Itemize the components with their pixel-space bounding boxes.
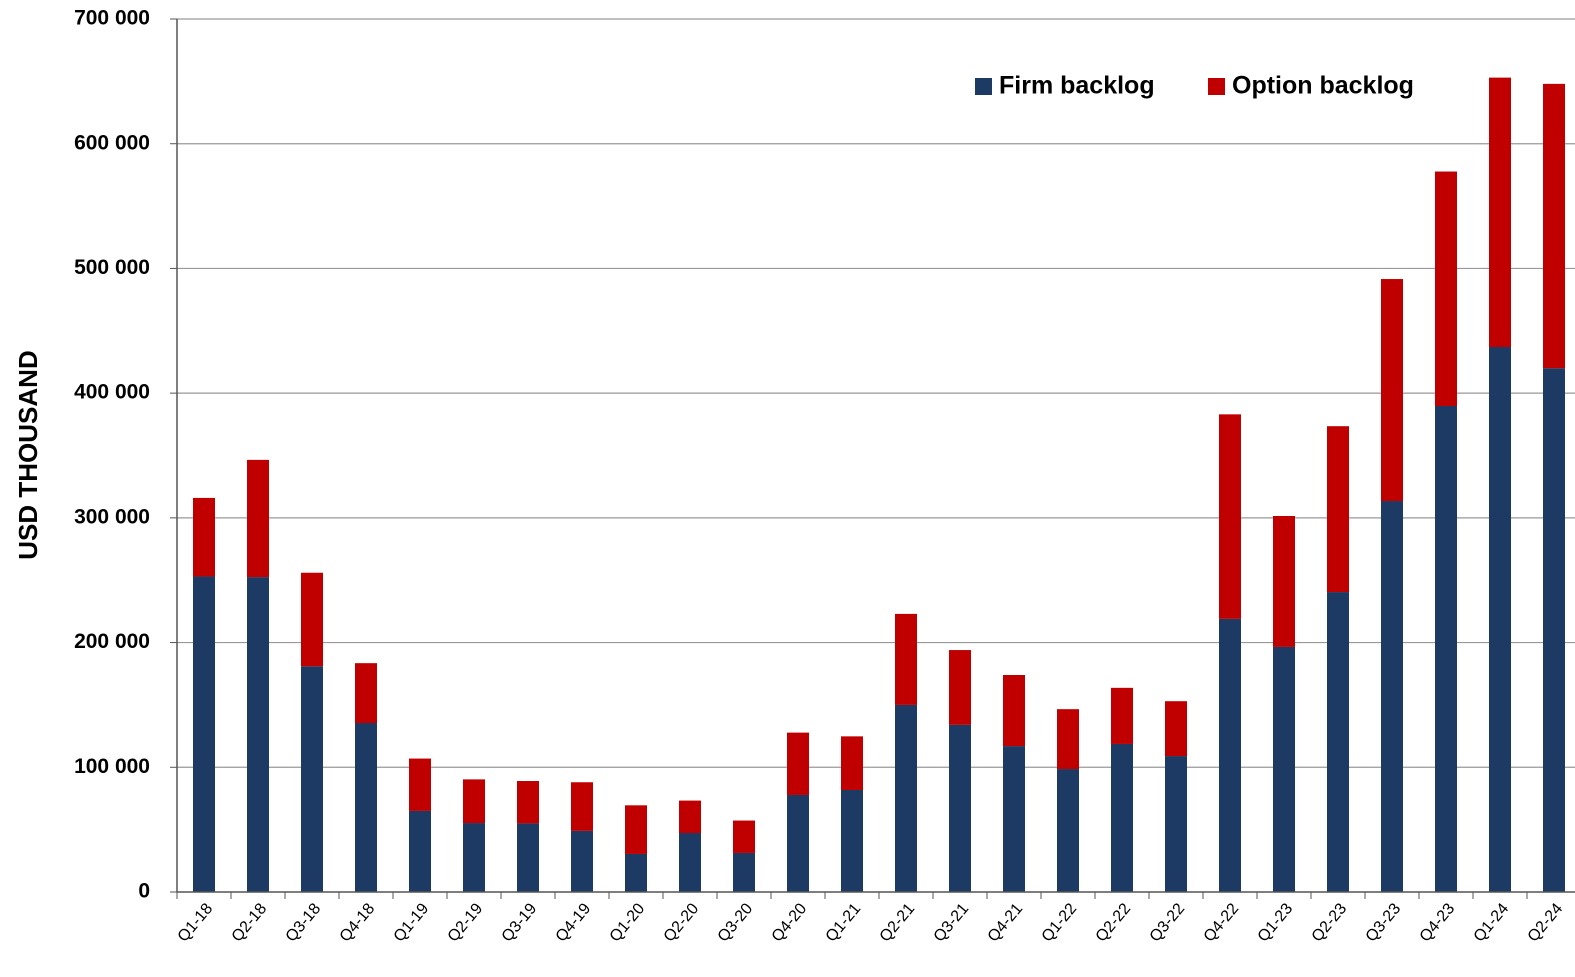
bar-segment <box>895 704 917 892</box>
x-tick-label: Q3-20 <box>715 900 757 945</box>
legend-label: Firm backlog <box>999 72 1155 100</box>
bar-segment <box>1273 646 1295 892</box>
bar-segment <box>1381 501 1403 892</box>
bar-segment <box>679 833 701 892</box>
x-tick-label: Q1-24 <box>1471 900 1513 945</box>
y-axis-label: USD THOUSAND <box>13 350 43 559</box>
y-tick-label: 300 000 <box>74 505 150 528</box>
bar-segment <box>787 732 809 795</box>
bar-segment <box>841 789 863 892</box>
x-tick-label: Q3-18 <box>283 900 325 945</box>
x-tick-label: Q4-18 <box>337 900 379 945</box>
x-tick-label: Q1-19 <box>391 900 433 945</box>
x-tick-label: Q4-19 <box>553 900 595 945</box>
x-tick-label: Q2-20 <box>661 900 703 945</box>
bar-segment <box>679 800 701 834</box>
x-tick-label: Q3-19 <box>499 900 541 945</box>
bar-segment <box>1381 279 1403 502</box>
x-tick-label: Q4-21 <box>985 900 1027 945</box>
bar-segment <box>733 820 755 853</box>
bar-segment <box>1327 426 1349 593</box>
bar-segment <box>733 852 755 892</box>
bar-segment <box>247 577 269 892</box>
bar-segment <box>1003 746 1025 892</box>
x-tick-label: Q2-21 <box>877 900 919 945</box>
x-tick-label: Q1-20 <box>607 900 649 945</box>
bar-segment <box>355 723 377 892</box>
bar-segment <box>193 497 215 577</box>
bar-segment <box>1435 405 1457 892</box>
bar-segment <box>409 758 431 811</box>
x-tick-label: Q2-24 <box>1525 900 1567 945</box>
bar-segment <box>463 823 485 892</box>
y-tick-label: 700 000 <box>74 7 150 30</box>
bar-segment <box>841 736 863 790</box>
bar-segment <box>1273 515 1295 647</box>
bar-segment <box>1111 687 1133 744</box>
x-tick-label: Q2-23 <box>1309 900 1351 945</box>
bar-segment <box>1219 618 1241 892</box>
bar-segment <box>625 805 647 854</box>
x-tick-label: Q2-19 <box>445 900 487 945</box>
bar-segment <box>949 650 971 725</box>
bar-segment <box>625 853 647 892</box>
bar-segment <box>571 782 593 831</box>
y-tick-label: 100 000 <box>74 755 150 778</box>
bar-segment <box>247 459 269 578</box>
y-tick-label: 400 000 <box>74 381 150 404</box>
y-tick-label: 200 000 <box>74 630 150 653</box>
x-tick-label: Q1-23 <box>1255 900 1297 945</box>
bar-segment <box>1489 77 1511 347</box>
y-tick-label: 600 000 <box>74 131 150 154</box>
bar-segment <box>1219 414 1241 619</box>
bar-segment <box>1165 701 1187 757</box>
x-tick-label: Q4-22 <box>1201 900 1243 945</box>
x-tick-label: Q3-23 <box>1363 900 1405 945</box>
bar-segment <box>1057 709 1079 770</box>
bar-segment <box>949 724 971 892</box>
legend-swatch <box>975 78 992 95</box>
bar-segment <box>1165 756 1187 892</box>
x-tick-label: Q1-22 <box>1039 900 1081 945</box>
bar-segment <box>1327 592 1349 892</box>
bar-segment <box>1003 674 1025 747</box>
bar-segment <box>301 666 323 892</box>
x-tick-label: Q3-22 <box>1147 900 1189 945</box>
bar-segment <box>1111 743 1133 892</box>
bar-segment <box>355 663 377 724</box>
x-tick-label: Q1-18 <box>175 900 217 945</box>
bar-segment <box>463 779 485 824</box>
bar-segment <box>1435 171 1457 406</box>
x-tick-label: Q1-21 <box>823 900 865 945</box>
bar-segment <box>1543 83 1565 369</box>
x-tick-label: Q2-22 <box>1093 900 1135 945</box>
x-tick-label: Q4-20 <box>769 900 811 945</box>
y-tick-label: 500 000 <box>74 256 150 279</box>
x-tick-label: Q2-18 <box>229 900 271 945</box>
bar-segment <box>571 830 593 892</box>
bar-segment <box>1057 769 1079 892</box>
legend-swatch <box>1208 78 1225 95</box>
bar-segment <box>517 781 539 824</box>
bar-segment <box>1543 368 1565 892</box>
bar-segment <box>787 794 809 892</box>
y-tick-label: 0 <box>138 880 150 903</box>
bar-segment <box>409 810 431 892</box>
bar-segment <box>1489 346 1511 893</box>
bar-segment <box>301 572 323 667</box>
x-tick-label: Q4-23 <box>1417 900 1459 945</box>
legend-label: Option backlog <box>1232 72 1414 100</box>
bar-segment <box>895 613 917 705</box>
bar-segment <box>193 576 215 892</box>
x-tick-label: Q3-21 <box>931 900 973 945</box>
bar-segment <box>517 823 539 892</box>
